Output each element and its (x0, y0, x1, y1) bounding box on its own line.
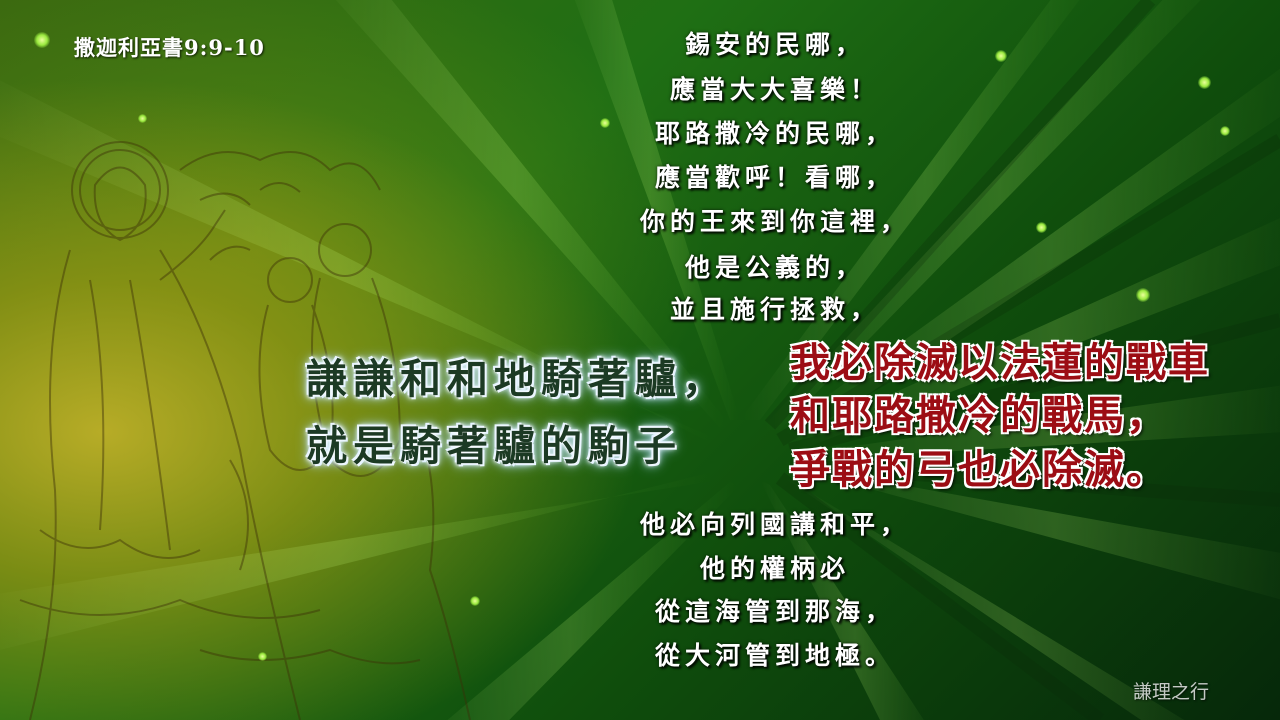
verse-line: 錫安的民哪， (684, 30, 865, 59)
emphasis-line: 爭戰的弓也必除滅。 (790, 447, 1168, 493)
verse-line: 他的權柄必 (699, 554, 850, 583)
verse-line: 耶路撒冷的民哪， (654, 119, 895, 148)
emphasis-line: 我必除滅以法蓮的戰車 (790, 340, 1210, 386)
sparkle (600, 118, 610, 128)
verse-line: 從這海管到那海， (654, 597, 895, 626)
watermark: 謙理之行 (1133, 681, 1210, 703)
emphasis-line: 和耶路撒冷的戰馬， (790, 393, 1168, 439)
sparkle (995, 50, 1007, 62)
scripture-reference: 撒迦利亞書9:9-10 (74, 35, 265, 60)
verse-line: 從大河管到地極。 (654, 641, 895, 670)
christ-engraving-illustration (19, 141, 471, 720)
sparkle (34, 32, 50, 48)
sparkle (1036, 222, 1047, 233)
sparkle (470, 596, 480, 606)
verse-line: 應當歡呼！看哪， (654, 163, 895, 192)
sparkle (1220, 126, 1230, 136)
verse-line: 並且施行拯救， (669, 295, 880, 324)
sparkle (138, 114, 147, 123)
highlight-line: 就是騎著驢的駒子 (306, 422, 682, 470)
sparkle (258, 652, 267, 661)
highlight-line: 謙謙和和地騎著驢， (306, 355, 729, 403)
verse-line: 他是公義的， (684, 253, 865, 282)
verse-line: 應當大大喜樂！ (669, 75, 880, 104)
sparkle (1136, 288, 1150, 302)
verse-line: 他必向列國講和平， (639, 510, 910, 539)
sparkle (1198, 76, 1211, 89)
verse-line: 你的王來到你這裡， (639, 207, 910, 236)
